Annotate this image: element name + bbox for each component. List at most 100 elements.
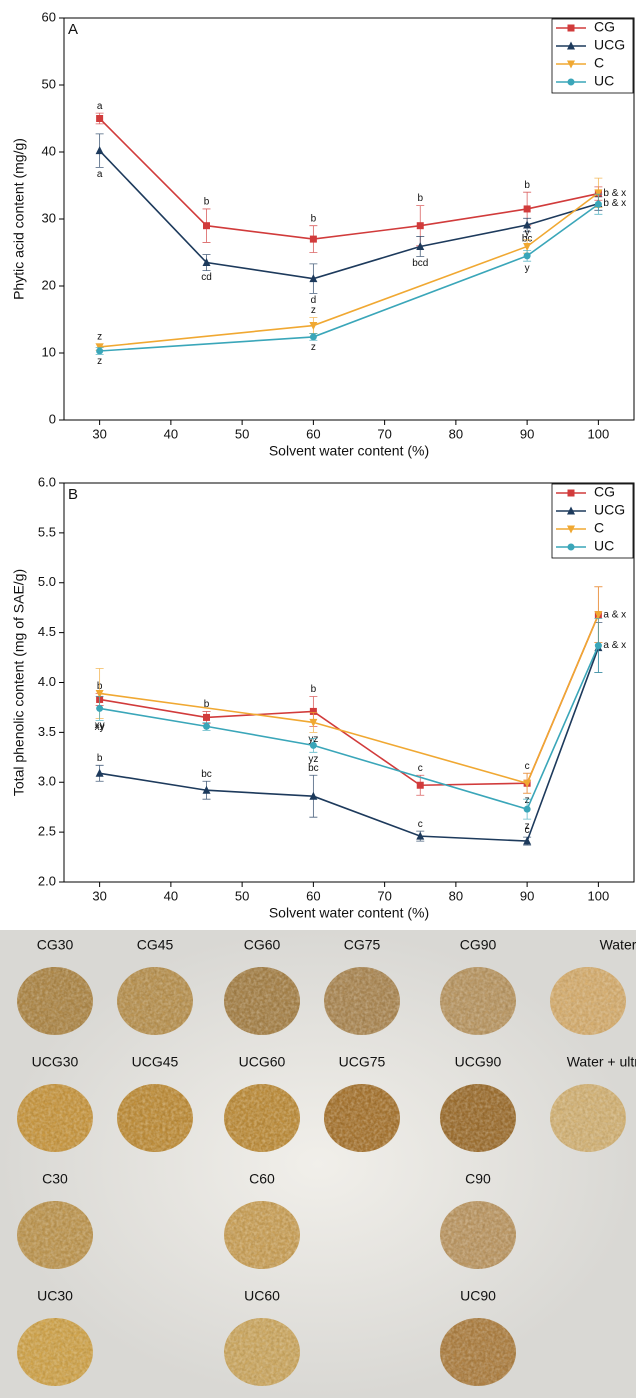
data-point	[523, 252, 531, 260]
sample-pile	[117, 967, 193, 1035]
data-point	[594, 200, 602, 208]
legend-marker	[567, 525, 575, 534]
sample-label: UCG90	[455, 1054, 502, 1070]
significance-label: z	[97, 331, 102, 342]
significance-label: xy	[95, 720, 105, 731]
data-point	[96, 115, 104, 122]
panel-label: A	[68, 21, 78, 38]
data-point	[203, 722, 210, 730]
x-tick-label: 80	[449, 426, 463, 441]
sample-label: CG90	[460, 937, 497, 953]
significance-label: z	[525, 821, 530, 832]
data-point	[203, 713, 210, 721]
sample-pile	[17, 1201, 93, 1269]
legend-label: UC	[594, 538, 614, 554]
significance-label: a	[97, 101, 103, 112]
legend-label: UCG	[594, 37, 625, 53]
series-line	[99, 647, 600, 842]
significance-label: a	[97, 169, 103, 180]
legend-marker	[567, 78, 575, 86]
series-line	[99, 203, 599, 352]
significance-label: bc	[522, 233, 533, 244]
sample-label: UC30	[37, 1288, 73, 1304]
x-tick-label: 50	[235, 888, 249, 903]
y-tick-label: 5.0	[38, 574, 56, 589]
data-point	[203, 222, 210, 230]
data-point	[594, 189, 603, 198]
significance-label: b	[97, 753, 103, 764]
data-point	[523, 805, 531, 813]
legend-marker	[567, 489, 575, 497]
legend-label: CG	[594, 484, 615, 500]
significance-label: b & x	[603, 198, 626, 209]
sample-label: CG30	[37, 937, 74, 953]
sample-label: Water	[600, 937, 636, 953]
series-line	[99, 150, 599, 280]
significance-label: z	[311, 305, 316, 316]
data-point	[416, 222, 424, 230]
legend-box	[551, 483, 634, 559]
legend-marker	[567, 543, 575, 551]
y-tick-label: 40	[42, 143, 56, 158]
significance-label: b	[311, 684, 317, 695]
y-tick-label: 2.5	[38, 824, 56, 839]
sample-pile	[117, 1084, 193, 1152]
y-tick-label: 4.5	[38, 624, 56, 639]
legend-marker	[567, 24, 575, 32]
legend-label: UC	[594, 73, 614, 89]
y-tick-label: 3.5	[38, 724, 56, 739]
series-line	[99, 192, 599, 348]
significance-label: c	[418, 819, 423, 830]
data-point	[523, 242, 532, 251]
sample-pile	[224, 1201, 300, 1269]
sample-label: UCG60	[239, 1054, 286, 1070]
legend-marker	[567, 506, 575, 515]
x-tick-label: 90	[520, 426, 534, 441]
y-tick-label: 0	[49, 411, 56, 426]
data-point	[309, 718, 318, 727]
plot-frame	[63, 482, 635, 883]
sample-label: UC60	[244, 1288, 280, 1304]
sample-label: UCG75	[339, 1054, 386, 1070]
sample-label: Water + ultrasou	[567, 1054, 636, 1070]
significance-label: z	[97, 356, 102, 367]
significance-label: c	[418, 763, 423, 774]
significance-label: xy	[95, 722, 105, 733]
data-point	[416, 831, 425, 840]
data-point	[309, 235, 317, 243]
x-tick-label: 30	[92, 426, 106, 441]
photo-background	[0, 930, 636, 1398]
sample-label: UCG45	[132, 1054, 179, 1070]
significance-label: b	[311, 213, 317, 224]
x-axis-label: Solvent water content (%)	[269, 905, 429, 921]
legend-marker	[567, 41, 575, 50]
sample-pile	[550, 1084, 626, 1152]
legend-label: C	[594, 520, 604, 536]
data-point	[594, 642, 602, 650]
data-point	[523, 779, 532, 788]
sample-pile	[224, 967, 300, 1035]
significance-label: bc	[201, 769, 212, 780]
legend-label: CG	[594, 19, 615, 35]
panel-label: B	[68, 486, 78, 503]
sample-label: CG60	[244, 937, 281, 953]
sample-pile	[550, 967, 626, 1035]
sample-pile	[17, 1084, 93, 1152]
data-point	[416, 241, 425, 250]
legend-label: C	[594, 55, 604, 71]
x-tick-label: 80	[449, 888, 463, 903]
significance-label: b & x	[603, 188, 626, 199]
x-tick-label: 90	[520, 888, 534, 903]
data-point	[594, 611, 603, 620]
data-point	[309, 322, 318, 331]
y-axis-label: Phytic acid content (mg/g)	[11, 138, 27, 300]
data-point	[202, 258, 211, 267]
sample-label: C60	[249, 1171, 275, 1187]
sample-label: CG45	[137, 937, 174, 953]
legend-box	[551, 18, 634, 94]
y-tick-label: 20	[42, 277, 56, 292]
sample-pile	[324, 1084, 400, 1152]
y-tick-label: 50	[42, 76, 56, 91]
